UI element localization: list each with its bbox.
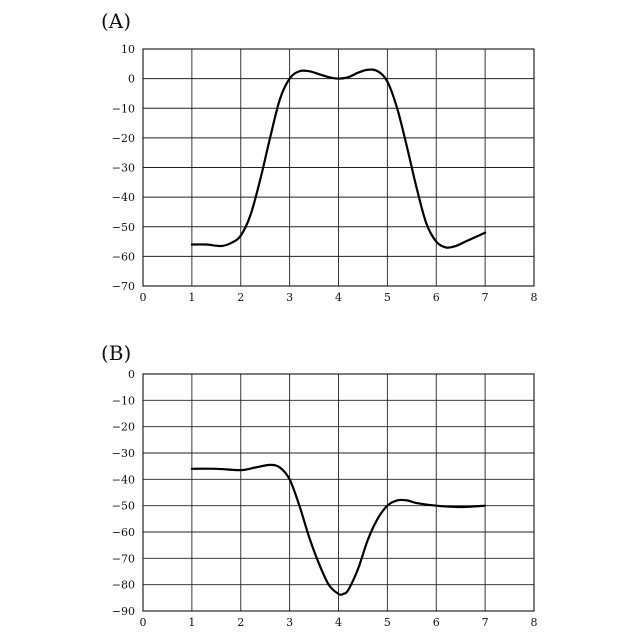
panel-label: (B): [101, 341, 131, 365]
y-tick-label: −20: [112, 132, 135, 145]
x-tick-label: 1: [188, 291, 195, 304]
y-tick-label: −50: [112, 221, 135, 234]
y-tick-label: −70: [112, 280, 135, 293]
x-tick-label: 4: [335, 291, 342, 304]
x-tick-label: 7: [482, 291, 489, 304]
x-tick-label: 1: [188, 616, 195, 629]
x-tick-label: 7: [482, 616, 489, 629]
x-tick-label: 0: [140, 616, 147, 629]
x-tick-label: 5: [384, 291, 391, 304]
x-tick-label: 5: [384, 616, 391, 629]
y-tick-label: 10: [121, 43, 135, 56]
y-tick-label: −10: [112, 394, 135, 407]
y-tick-label: −20: [112, 421, 135, 434]
x-tick-label: 8: [531, 616, 538, 629]
y-tick-label: −30: [112, 447, 135, 460]
y-tick-label: −60: [112, 250, 135, 263]
x-tick-label: 0: [140, 291, 147, 304]
x-tick-label: 6: [433, 616, 440, 629]
x-tick-label: 8: [531, 291, 538, 304]
y-tick-label: −90: [112, 605, 135, 618]
panel-b: (B) 0 1 2 3 4 5 6 7 8 0 −10 −20 −30 −40 −50 −60 −70 −80 −90: [101, 341, 538, 629]
x-tick-label: 6: [433, 291, 440, 304]
y-tick-label: −10: [112, 102, 135, 115]
x-tick-label: 2: [237, 616, 244, 629]
y-tick-label: −50: [112, 500, 135, 513]
y-tick-label: −80: [112, 579, 135, 592]
y-tick-label: 0: [128, 73, 135, 86]
y-tick-label: −70: [112, 552, 135, 565]
y-tick-label: −40: [112, 191, 135, 204]
y-tick-label: −30: [112, 162, 135, 175]
y-tick-label: −40: [112, 473, 135, 486]
panel-label: (A): [101, 9, 131, 33]
y-tick-label: 0: [128, 368, 135, 381]
x-tick-label: 4: [335, 616, 342, 629]
x-tick-label: 3: [286, 616, 293, 629]
y-tick-label: −60: [112, 526, 135, 539]
panel-a: (A) 0 1 2 3 4 5 6 7 8 10 0 −10 −20 −30 −40 −50 −60 −70: [101, 9, 538, 304]
x-tick-label: 2: [237, 291, 244, 304]
x-tick-label: 3: [286, 291, 293, 304]
